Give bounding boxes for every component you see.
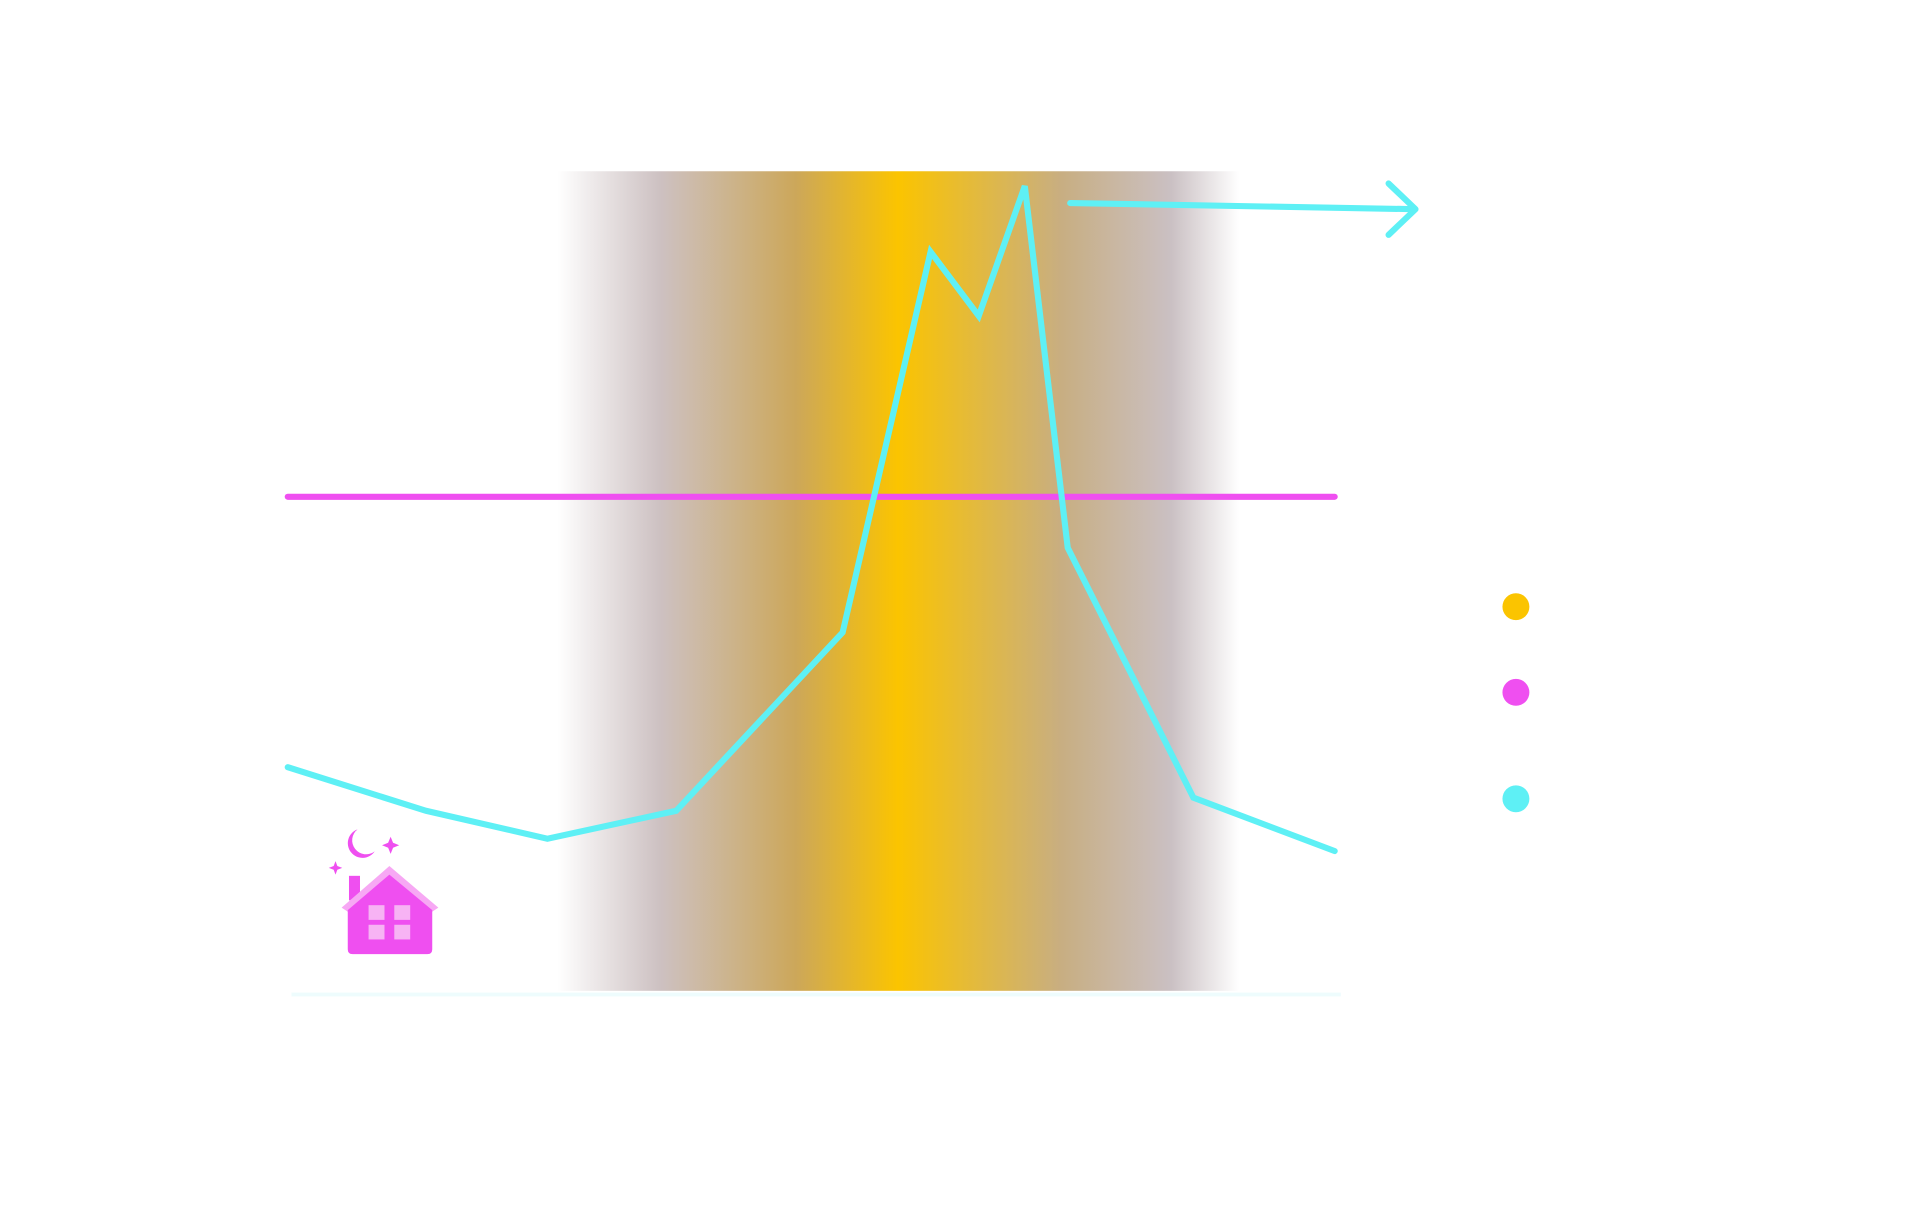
legend-swatch	[1502, 678, 1530, 706]
legend-swatch	[1502, 593, 1530, 621]
daylight-band	[557, 171, 1240, 991]
series-line	[284, 185, 1338, 855]
night-house-icon	[328, 829, 439, 955]
arrow	[1067, 180, 1419, 238]
legend-swatch	[1502, 785, 1530, 813]
